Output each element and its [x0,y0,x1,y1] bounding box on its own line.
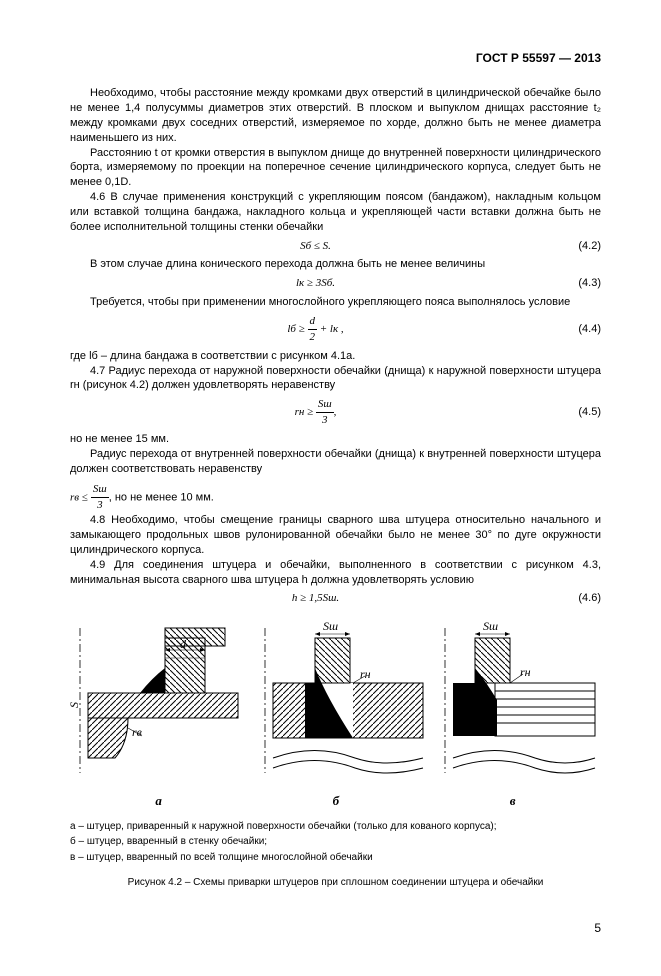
svg-text:rн: rн [520,665,531,679]
f-inline-num: Sш [91,482,109,498]
f45-frac: Sш 3 [316,397,334,428]
formula-4-2-content: Sб ≤ S. [70,239,561,254]
para-4-6: 4.6 В случае применения конструкций с ук… [70,190,601,235]
f45-numerator: Sш [316,397,334,413]
figure-caption: Рисунок 4.2 – Схемы приварки штуцеров пр… [70,876,601,890]
figure-4-2: d S rв Sш rн [70,618,601,889]
para-4-8: 4.8 Необходимо, чтобы смещение границы с… [70,513,601,558]
f-inline-den: 3 [91,498,109,513]
fig-label-v: в [510,792,516,810]
f44-frac: d 2 [308,314,318,345]
svg-text:Sш: Sш [483,619,498,633]
para-6: где lб – длина бандажа в соответствии с … [70,349,601,364]
svg-text:Sш: Sш [323,619,338,633]
legend-b: б – штуцер, вваренный в стенку обечайки; [70,835,601,849]
formula-4-6-content: h ≥ 1,5Sш. [70,591,561,606]
formula-4-5: rн ≥ Sш 3 , (4.5) [70,397,601,428]
fig-label-a: а [155,792,162,810]
para-9: Радиус перехода от внутренней поверхност… [70,447,601,477]
f45-end: , [334,406,337,418]
para-1: Необходимо, чтобы расстояние между кромк… [70,86,601,145]
formula-4-3: lк ≥ 3Sб. (4.3) [70,276,601,291]
document-header: ГОСТ Р 55597 — 2013 [70,50,601,66]
formula-4-4-content: lб ≥ d 2 + lк , [70,314,561,345]
para-4: В этом случае длина конического перехода… [70,257,601,272]
legend-a: а – штуцер, приваренный к наружной повер… [70,820,601,834]
formula-4-4: lб ≥ d 2 + lк , (4.4) [70,314,601,345]
formula-4-2-number: (4.2) [561,239,601,254]
formula-4-3-content: lк ≥ 3Sб. [70,276,561,291]
figure-legend: а – штуцер, приваренный к наружной повер… [70,820,601,865]
para-2: Расстоянию t от кромки отверстия в выпук… [70,146,601,191]
f44-rhs: + lк , [320,323,344,335]
figure-4-2-svg: d S rв Sш rн [70,618,600,783]
para-8: но не менее 15 мм. [70,432,601,447]
legend-v: в – штуцер, вваренный по всей толщине мн… [70,851,601,865]
formula-4-5-number: (4.5) [561,405,601,420]
svg-text:S: S [70,702,81,708]
f-inline-lhs: rв ≤ [70,492,88,504]
formula-4-6-number: (4.6) [561,591,601,606]
para-4-7: 4.7 Радиус перехода от наружной поверхно… [70,364,601,394]
page-number: 5 [70,920,601,936]
f44-lhs: lб ≥ [287,323,304,335]
fig-label-b: б [333,792,340,810]
svg-text:rн: rн [360,667,371,681]
formula-4-2: Sб ≤ S. (4.2) [70,239,601,254]
formula-4-6: h ≥ 1,5Sш. (4.6) [70,591,601,606]
formula-4-3-number: (4.3) [561,276,601,291]
f44-denominator: 2 [308,330,318,345]
para-4-9: 4.9 Для соединения штуцера и обечайки, в… [70,558,601,588]
f-inline-frac: Sш 3 [91,482,109,513]
figure-labels: а б в [70,792,601,810]
f45-denominator: 3 [316,413,334,428]
para-5: Требуется, чтобы при применении многосло… [70,295,601,310]
f45-lhs: rн ≥ [295,406,314,418]
f44-numerator: d [308,314,318,330]
p-inline-tail: , но не менее 10 мм. [109,492,214,504]
formula-4-5-content: rн ≥ Sш 3 , [70,397,561,428]
formula-4-4-number: (4.4) [561,322,601,337]
para-inline-formula: rв ≤ Sш 3 , но не менее 10 мм. [70,482,601,513]
svg-text:rв: rв [132,725,142,739]
svg-text:d: d [180,637,187,651]
